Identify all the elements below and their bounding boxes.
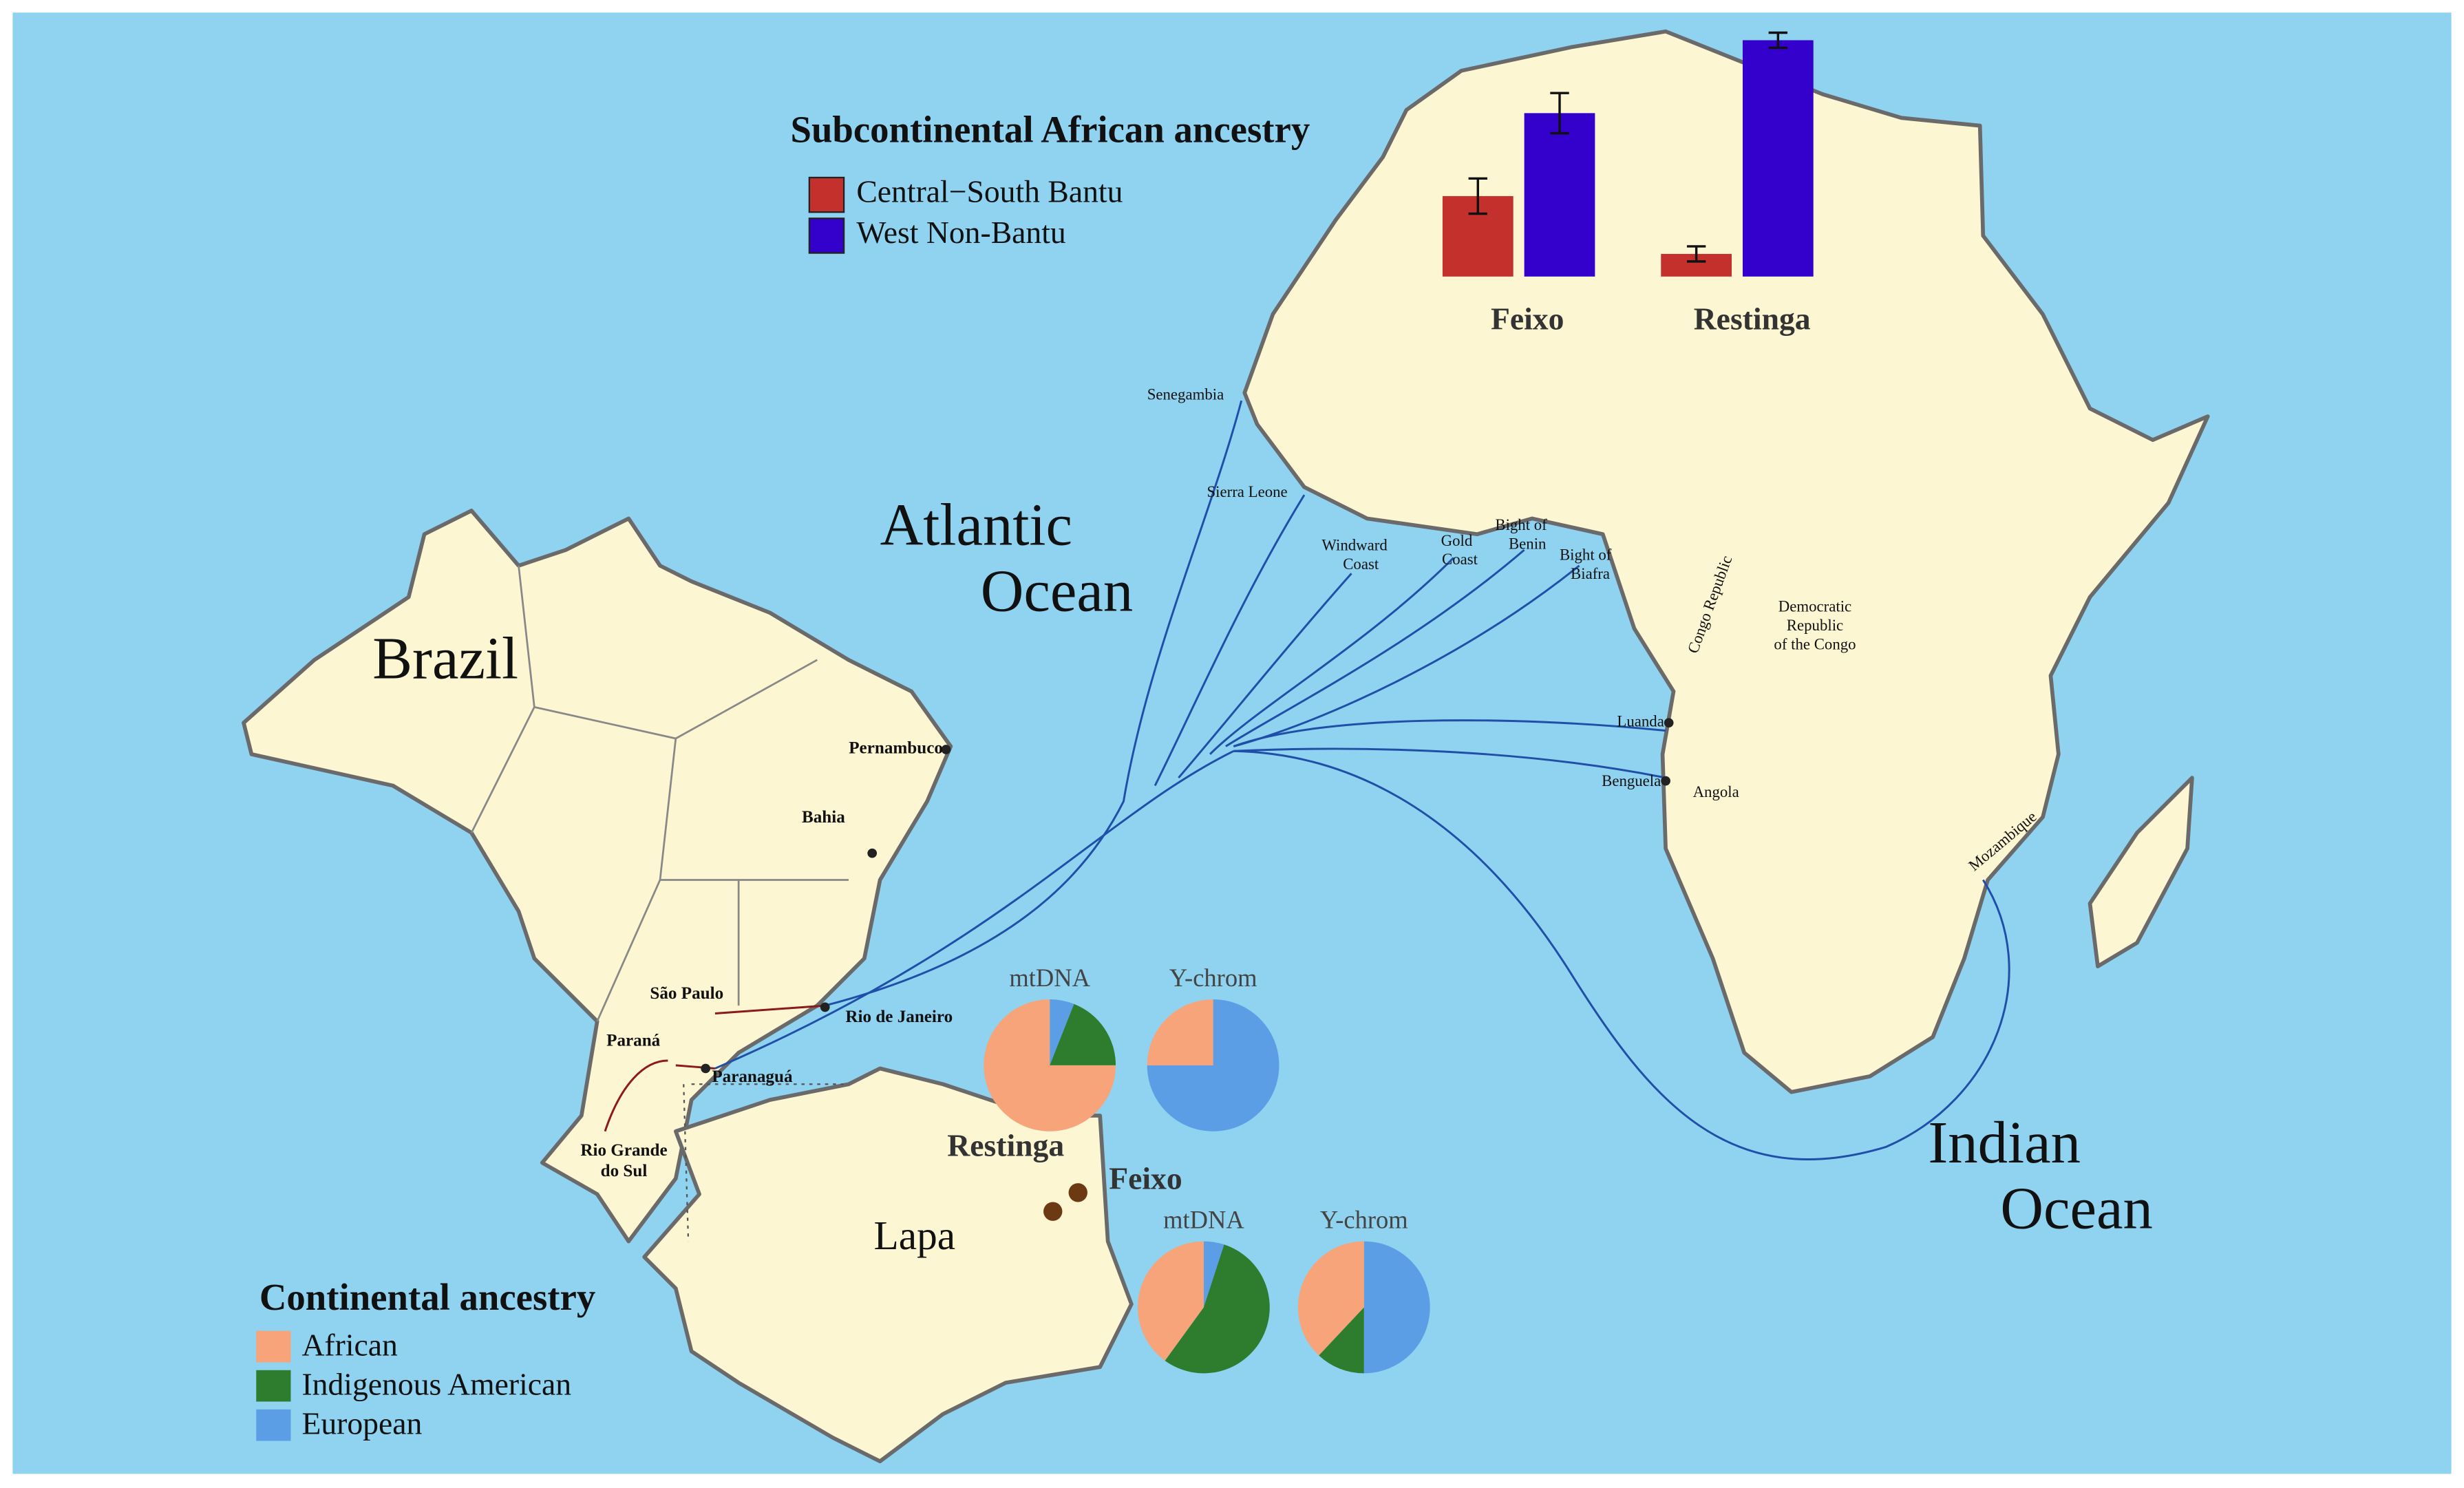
region-label: Lapa [874, 1213, 956, 1258]
country-label: of the Congo [1774, 636, 1856, 653]
place-label: do Sul [601, 1162, 648, 1180]
ocean-label: Ocean [2000, 1176, 2153, 1242]
pie-slice [1050, 999, 1074, 1065]
legend-label: West Non-Bantu [856, 215, 1066, 250]
port-label: Biafra [1571, 565, 1610, 582]
port-label: Luanda [1617, 712, 1664, 730]
legend-swatch [808, 176, 845, 213]
legend-title: Continental ancestry [259, 1276, 595, 1318]
pie-slice [984, 999, 1116, 1131]
site-dots [1043, 1183, 1087, 1221]
place-label: São Paulo [650, 984, 723, 1003]
pie-slice [1147, 999, 1213, 1065]
ocean-label: Atlantic [880, 492, 1072, 558]
state-borders [470, 565, 849, 1022]
port-label: Benguela [1602, 772, 1661, 789]
legend-title: Subcontinental African ancestry [790, 109, 1310, 151]
port-label: Benin [1509, 535, 1547, 552]
port-label: Coast [1343, 555, 1379, 573]
brazil [242, 509, 953, 1244]
legend-label: African [301, 1327, 398, 1362]
error-bar [1468, 177, 1487, 215]
pie-slice [1297, 1241, 1364, 1356]
place-label: Paranaguá [712, 1067, 793, 1086]
pie-slice [1363, 1241, 1430, 1374]
error-bar [1550, 92, 1569, 135]
error-bar [1686, 245, 1706, 263]
pie-title: mtDNA [1163, 1206, 1244, 1234]
site-label: Restinga [947, 1127, 1064, 1162]
pie-title: Y-chrom [1320, 1206, 1408, 1234]
legend-swatch [808, 217, 845, 254]
lapa-region [642, 1066, 1134, 1464]
trade-routes [604, 400, 2010, 1160]
error-bar [1768, 31, 1788, 50]
place-label: Paraná [606, 1031, 661, 1050]
country-label: Democratic [1778, 598, 1851, 615]
country-label: Brazil [372, 626, 518, 692]
category-label: Restinga [1694, 301, 1811, 336]
port-label: Gold [1441, 532, 1473, 549]
legend-label: Indigenous American [301, 1366, 571, 1401]
pie-slice [1319, 1307, 1364, 1374]
pie-slice [1138, 1241, 1204, 1361]
legend-swatch [256, 1330, 291, 1363]
ocean-label: Indian [1928, 1109, 2081, 1176]
pie-slice [1165, 1244, 1270, 1374]
country-label: Republic [1787, 617, 1843, 634]
madagascar [2088, 776, 2194, 968]
legend-swatch [256, 1370, 291, 1402]
legend-swatch [256, 1409, 291, 1441]
port-label: Coast [1442, 551, 1478, 568]
port-label: Bight of [1560, 546, 1612, 563]
port-dots [701, 718, 1674, 1074]
port-label: Bight of [1495, 516, 1547, 533]
port-label: Senegambia [1147, 386, 1224, 403]
port-label: Windward [1321, 537, 1388, 554]
bar [1742, 40, 1814, 277]
pie-slice [1203, 1241, 1224, 1308]
place-label: Rio Grande [580, 1141, 667, 1160]
pie-slice [1050, 1003, 1116, 1065]
pie-title: mtDNA [1009, 964, 1090, 992]
category-label: Feixo [1491, 301, 1564, 336]
country-label: Angola [1693, 783, 1739, 800]
bar [1524, 113, 1595, 277]
place-label: Bahia [802, 808, 845, 827]
place-label: Rio de Janeiro [845, 1008, 953, 1026]
africa [1242, 29, 2210, 1094]
ocean-label: Ocean [981, 557, 1134, 624]
legend-label: European [301, 1405, 422, 1441]
site-label: Feixo [1109, 1160, 1182, 1195]
zoom-lines [683, 1083, 849, 1242]
legend-label: Central−South Bantu [856, 174, 1123, 209]
port-label: Sierra Leone [1207, 483, 1287, 500]
pie-title: Y-chrom [1169, 964, 1257, 992]
place-label: Pernambuco [849, 739, 943, 758]
